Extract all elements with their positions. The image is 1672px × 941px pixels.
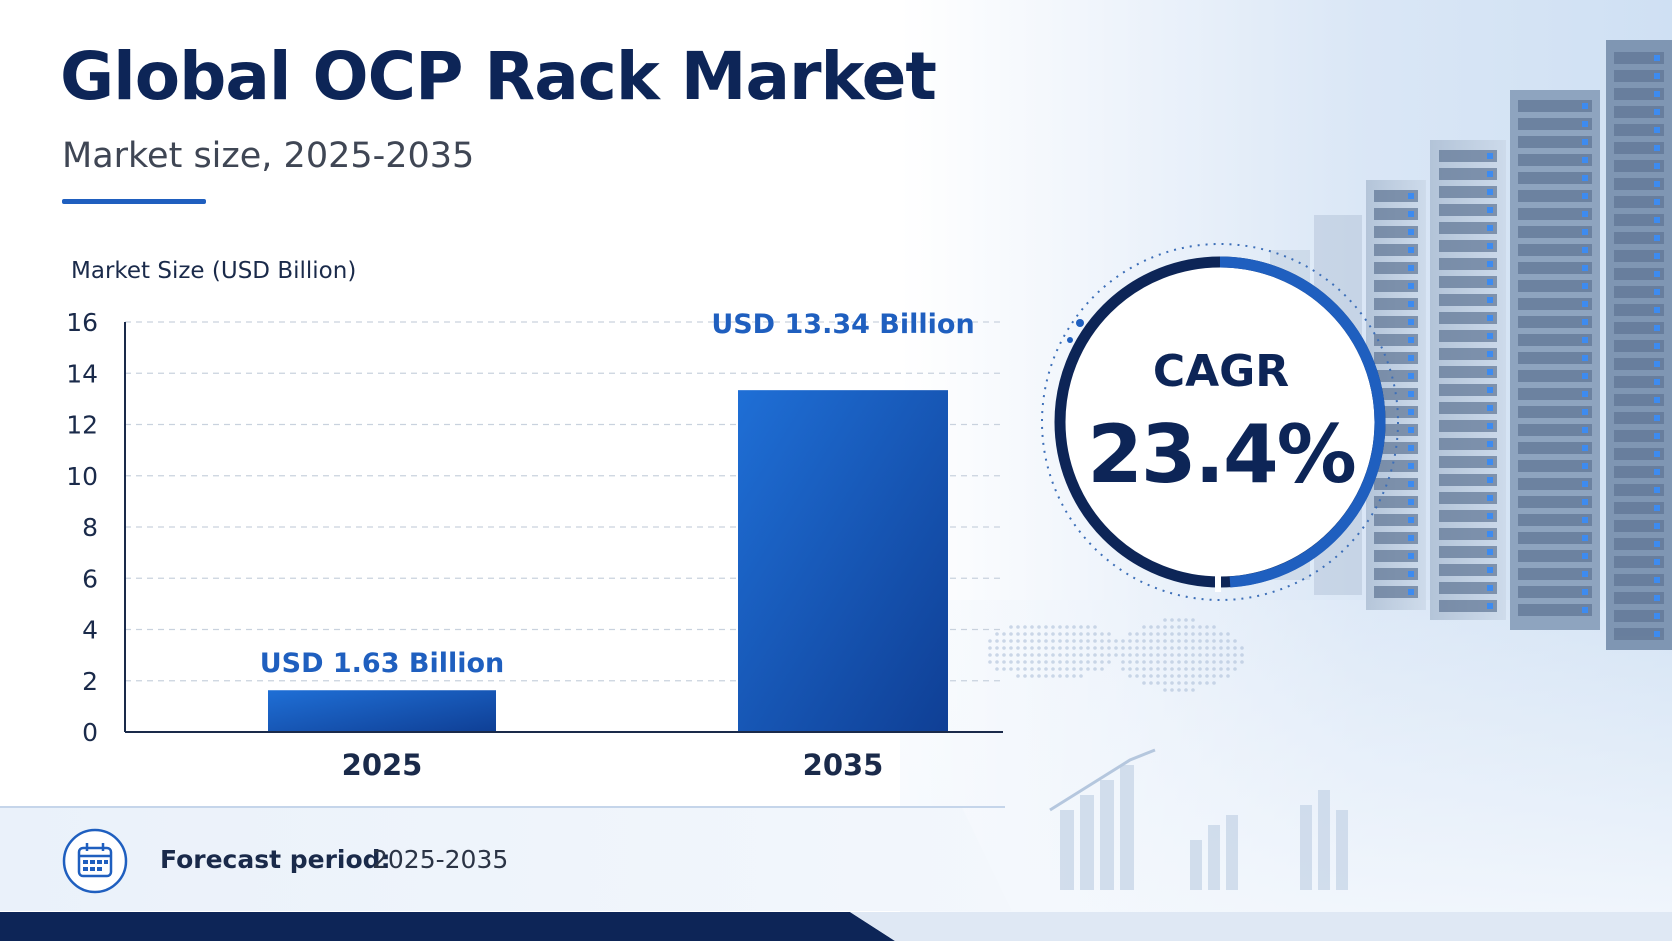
title-underline bbox=[62, 199, 206, 204]
y-tick-label: 14 bbox=[66, 359, 98, 388]
cagr-ring bbox=[1041, 243, 1399, 601]
y-axis-label: Market Size (USD Billion) bbox=[71, 258, 357, 284]
data-label: USD 13.34 Billion bbox=[711, 309, 974, 340]
bar-chart: 0 2 4 6 8 10 12 14 16 2025 2035 USD 1.63 Billion U… bbox=[66, 308, 1003, 782]
cagr-value: 23.4% bbox=[1087, 408, 1357, 501]
footer-divider bbox=[0, 806, 1005, 808]
forecast-period-value: 2025-2035 bbox=[372, 845, 509, 874]
bar-2025 bbox=[268, 690, 496, 732]
calendar-icon bbox=[62, 828, 128, 894]
forecast-period-label: Forecast period: bbox=[160, 845, 391, 874]
data-label: USD 1.63 Billion bbox=[260, 648, 505, 679]
background-floor bbox=[900, 600, 1672, 941]
x-tick-label: 2035 bbox=[803, 748, 884, 782]
cagr-label: CAGR bbox=[1152, 346, 1290, 397]
y-tick-label: 16 bbox=[66, 308, 98, 337]
page-subtitle: Market size, 2025-2035 bbox=[62, 136, 475, 176]
bottom-accent-bar bbox=[0, 912, 1672, 941]
y-tick-label: 12 bbox=[66, 411, 98, 440]
world-map-decoration bbox=[980, 610, 1672, 910]
y-tick-label: 4 bbox=[82, 616, 98, 645]
y-tick-label: 8 bbox=[82, 513, 98, 542]
page-title: Global OCP Rack Market bbox=[60, 38, 937, 115]
y-tick-label: 0 bbox=[82, 718, 98, 747]
bar-2035 bbox=[738, 390, 948, 732]
x-tick-label: 2025 bbox=[342, 748, 423, 782]
footer-band bbox=[0, 806, 1012, 911]
y-tick-label: 10 bbox=[66, 462, 98, 491]
y-tick-label: 2 bbox=[82, 667, 98, 696]
y-tick-label: 6 bbox=[82, 564, 98, 593]
